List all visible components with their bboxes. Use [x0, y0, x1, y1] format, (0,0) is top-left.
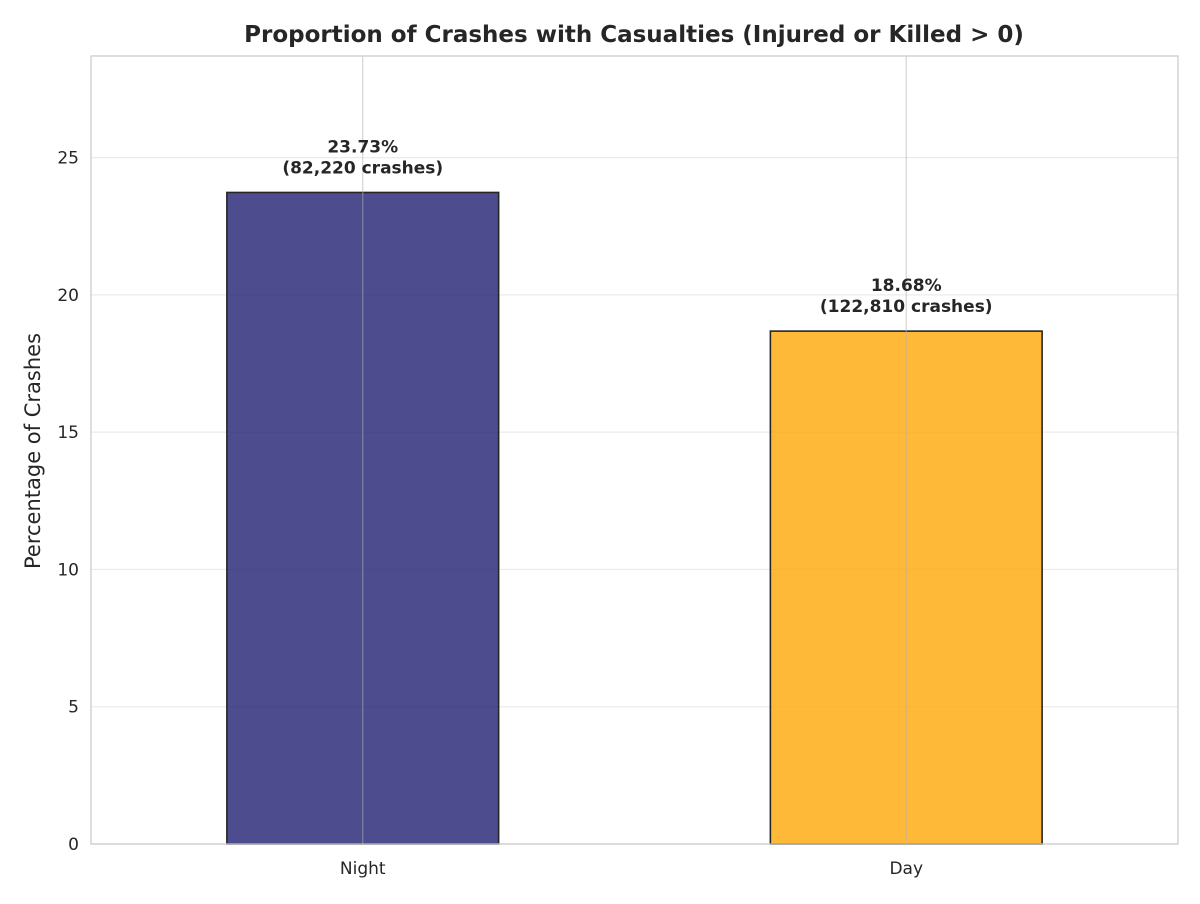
x-tick-label: Day [889, 859, 923, 879]
plot-area: 0 5 10 15 20 25 Night Day 23.73%(82,220 crashes)… [57, 55, 1179, 879]
bar-value-label: 18.68% [871, 276, 942, 296]
y-tick-label: 5 [68, 698, 79, 718]
y-tick-label: 0 [68, 835, 79, 855]
y-tick-label: 25 [57, 149, 79, 169]
y-tick-label: 15 [57, 423, 79, 443]
y-tick-label: 10 [57, 560, 79, 580]
chart-title: Proportion of Crashes with Casualties (I… [244, 22, 1024, 48]
x-tick-label: Night [340, 859, 386, 879]
y-axis-label: Percentage of Crashes [21, 333, 45, 569]
plot-frame [90, 55, 1179, 845]
y-tick-label: 20 [57, 286, 79, 306]
bar-value-label: 23.73% [327, 137, 398, 157]
bar-value-label: (82,220 crashes) [282, 158, 443, 178]
bar-value-label: (122,810 crashes) [820, 297, 993, 317]
